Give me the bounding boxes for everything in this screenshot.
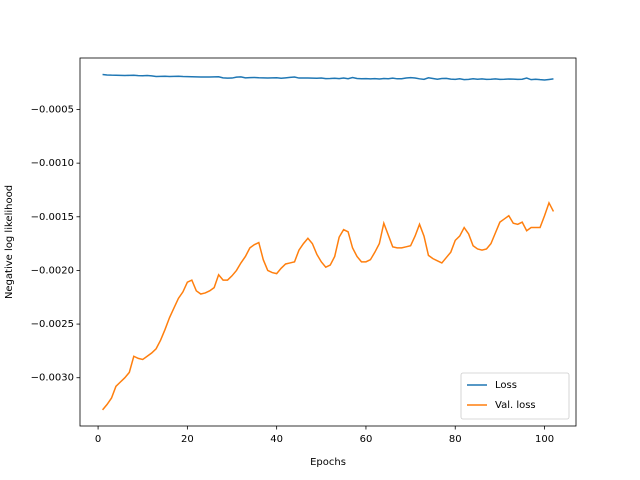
- y-tick-label: −0.0020: [31, 265, 74, 276]
- legend-box: [460, 372, 570, 420]
- y-axis-label: Negative log likelihood: [4, 185, 15, 299]
- y-tick-label: −0.0010: [31, 158, 74, 169]
- legend-label: Val. loss: [495, 400, 536, 411]
- y-tick-label: −0.0005: [31, 104, 74, 115]
- plot-frame: [79, 57, 577, 427]
- x-tick-label: 0: [95, 434, 101, 445]
- y-tick-label: −0.0015: [31, 212, 74, 223]
- x-tick-label: 40: [270, 434, 283, 445]
- x-tick-label: 80: [449, 434, 462, 445]
- line-series: [101, 200, 555, 411]
- x-tick-label: 60: [360, 434, 373, 445]
- x-tick-label: 20: [181, 434, 194, 445]
- legend-label: Loss: [495, 380, 517, 391]
- line-series: [102, 73, 554, 81]
- y-tick-label: −0.0025: [31, 319, 74, 330]
- x-axis-label: Epochs: [310, 457, 346, 468]
- y-tick-label: −0.0030: [31, 373, 74, 384]
- legend: Loss Val. loss: [460, 372, 570, 420]
- x-tick-label: 100: [535, 434, 554, 445]
